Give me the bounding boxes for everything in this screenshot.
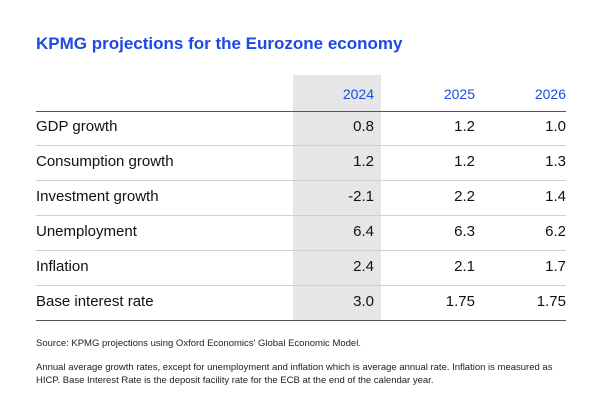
cell: 6.4	[353, 223, 374, 240]
cell: -2.1	[348, 188, 374, 205]
cell: 1.0	[545, 118, 566, 135]
row-label: Inflation	[36, 258, 89, 275]
row-label: Unemployment	[36, 223, 137, 240]
column-header: 2024	[342, 86, 374, 102]
column-header: 2025	[443, 86, 475, 102]
row-rule	[36, 180, 566, 181]
row-label: GDP growth	[36, 118, 118, 135]
cell: 3.0	[353, 293, 374, 310]
cell: 2.4	[353, 258, 374, 275]
cell: 1.3	[545, 153, 566, 170]
row-label: Consumption growth	[36, 153, 174, 170]
footnote: Annual average growth rates, except for …	[36, 362, 553, 386]
cell: 6.3	[454, 223, 475, 240]
row-rule	[36, 145, 566, 146]
cell: 1.2	[454, 153, 475, 170]
source-note: Source: KPMG projections using Oxford Ec…	[36, 338, 361, 349]
row-rule	[36, 250, 566, 251]
cell: 0.8	[353, 118, 374, 135]
cell: 2.2	[454, 188, 475, 205]
row-rule	[36, 285, 566, 286]
cell: 1.4	[545, 188, 566, 205]
cell: 1.75	[445, 293, 475, 310]
title: KPMG projections for the Eurozone econom…	[36, 34, 403, 53]
highlight-column	[293, 75, 381, 321]
cell: 1.2	[353, 153, 374, 170]
header-rule	[36, 111, 566, 112]
cell: 1.7	[545, 258, 566, 275]
row-label: Base interest rate	[36, 293, 154, 310]
column-header: 2026	[534, 86, 566, 102]
cell: 1.75	[536, 293, 566, 310]
cell: 6.2	[545, 223, 566, 240]
cell: 2.1	[454, 258, 475, 275]
bottom-rule	[36, 320, 566, 321]
row-label: Investment growth	[36, 188, 159, 205]
row-rule	[36, 215, 566, 216]
cell: 1.2	[454, 118, 475, 135]
